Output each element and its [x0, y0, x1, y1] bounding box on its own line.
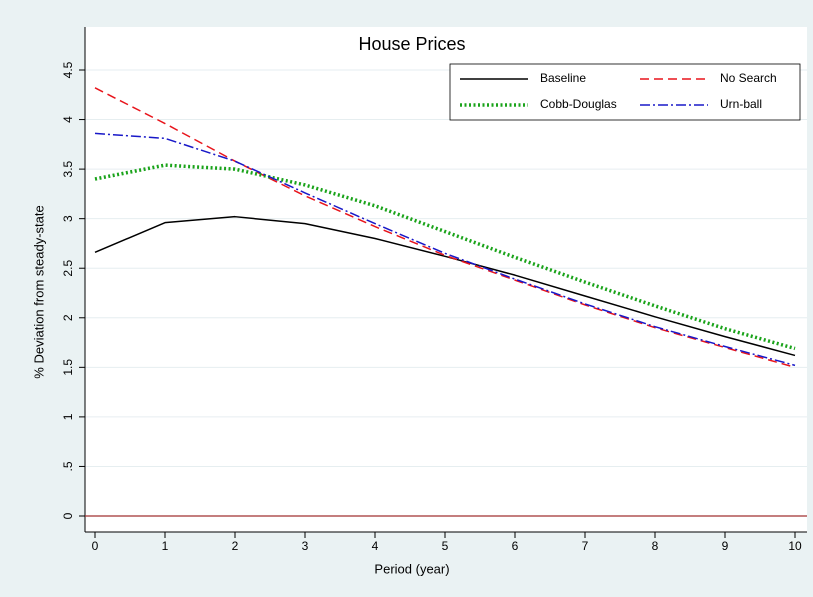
- x-tick-label: 0: [92, 539, 99, 553]
- x-tick-label: 9: [722, 539, 729, 553]
- series-line: [94, 87, 796, 369]
- series-line: [94, 215, 796, 357]
- series-line: [94, 163, 796, 351]
- y-tick-label: 1.5: [61, 359, 75, 376]
- y-tick-label: 2.5: [61, 260, 75, 277]
- chart-title: House Prices: [358, 34, 465, 54]
- x-tick-label: 4: [372, 539, 379, 553]
- y-tick-label: 4.5: [61, 61, 75, 78]
- y-tick-label: .5: [61, 461, 75, 471]
- x-tick-label: 10: [788, 539, 802, 553]
- x-tick-label: 5: [442, 539, 449, 553]
- x-tick-label: 3: [302, 539, 309, 553]
- y-tick-label: 3: [61, 215, 75, 222]
- legend-label: No Search: [720, 71, 777, 85]
- x-tick-label: 1: [162, 539, 169, 553]
- x-tick-label: 7: [582, 539, 589, 553]
- x-tick-label: 8: [652, 539, 659, 553]
- y-tick-label: 3.5: [61, 160, 75, 177]
- legend-label: Cobb-Douglas: [540, 97, 617, 111]
- y-axis-title: % Deviation from steady-state: [31, 205, 46, 378]
- x-tick-label: 6: [512, 539, 519, 553]
- x-tick-label: 2: [232, 539, 239, 553]
- series-line: [94, 132, 796, 367]
- x-axis-title: Period (year): [374, 561, 449, 576]
- y-tick-label: 0: [61, 512, 75, 519]
- y-tick-label: 2: [61, 314, 75, 321]
- legend-box: [449, 63, 801, 121]
- legend-label: Baseline: [540, 71, 586, 85]
- legend-label: Urn-ball: [720, 97, 762, 111]
- y-tick-label: 4: [61, 116, 75, 123]
- y-tick-label: 1: [61, 413, 75, 420]
